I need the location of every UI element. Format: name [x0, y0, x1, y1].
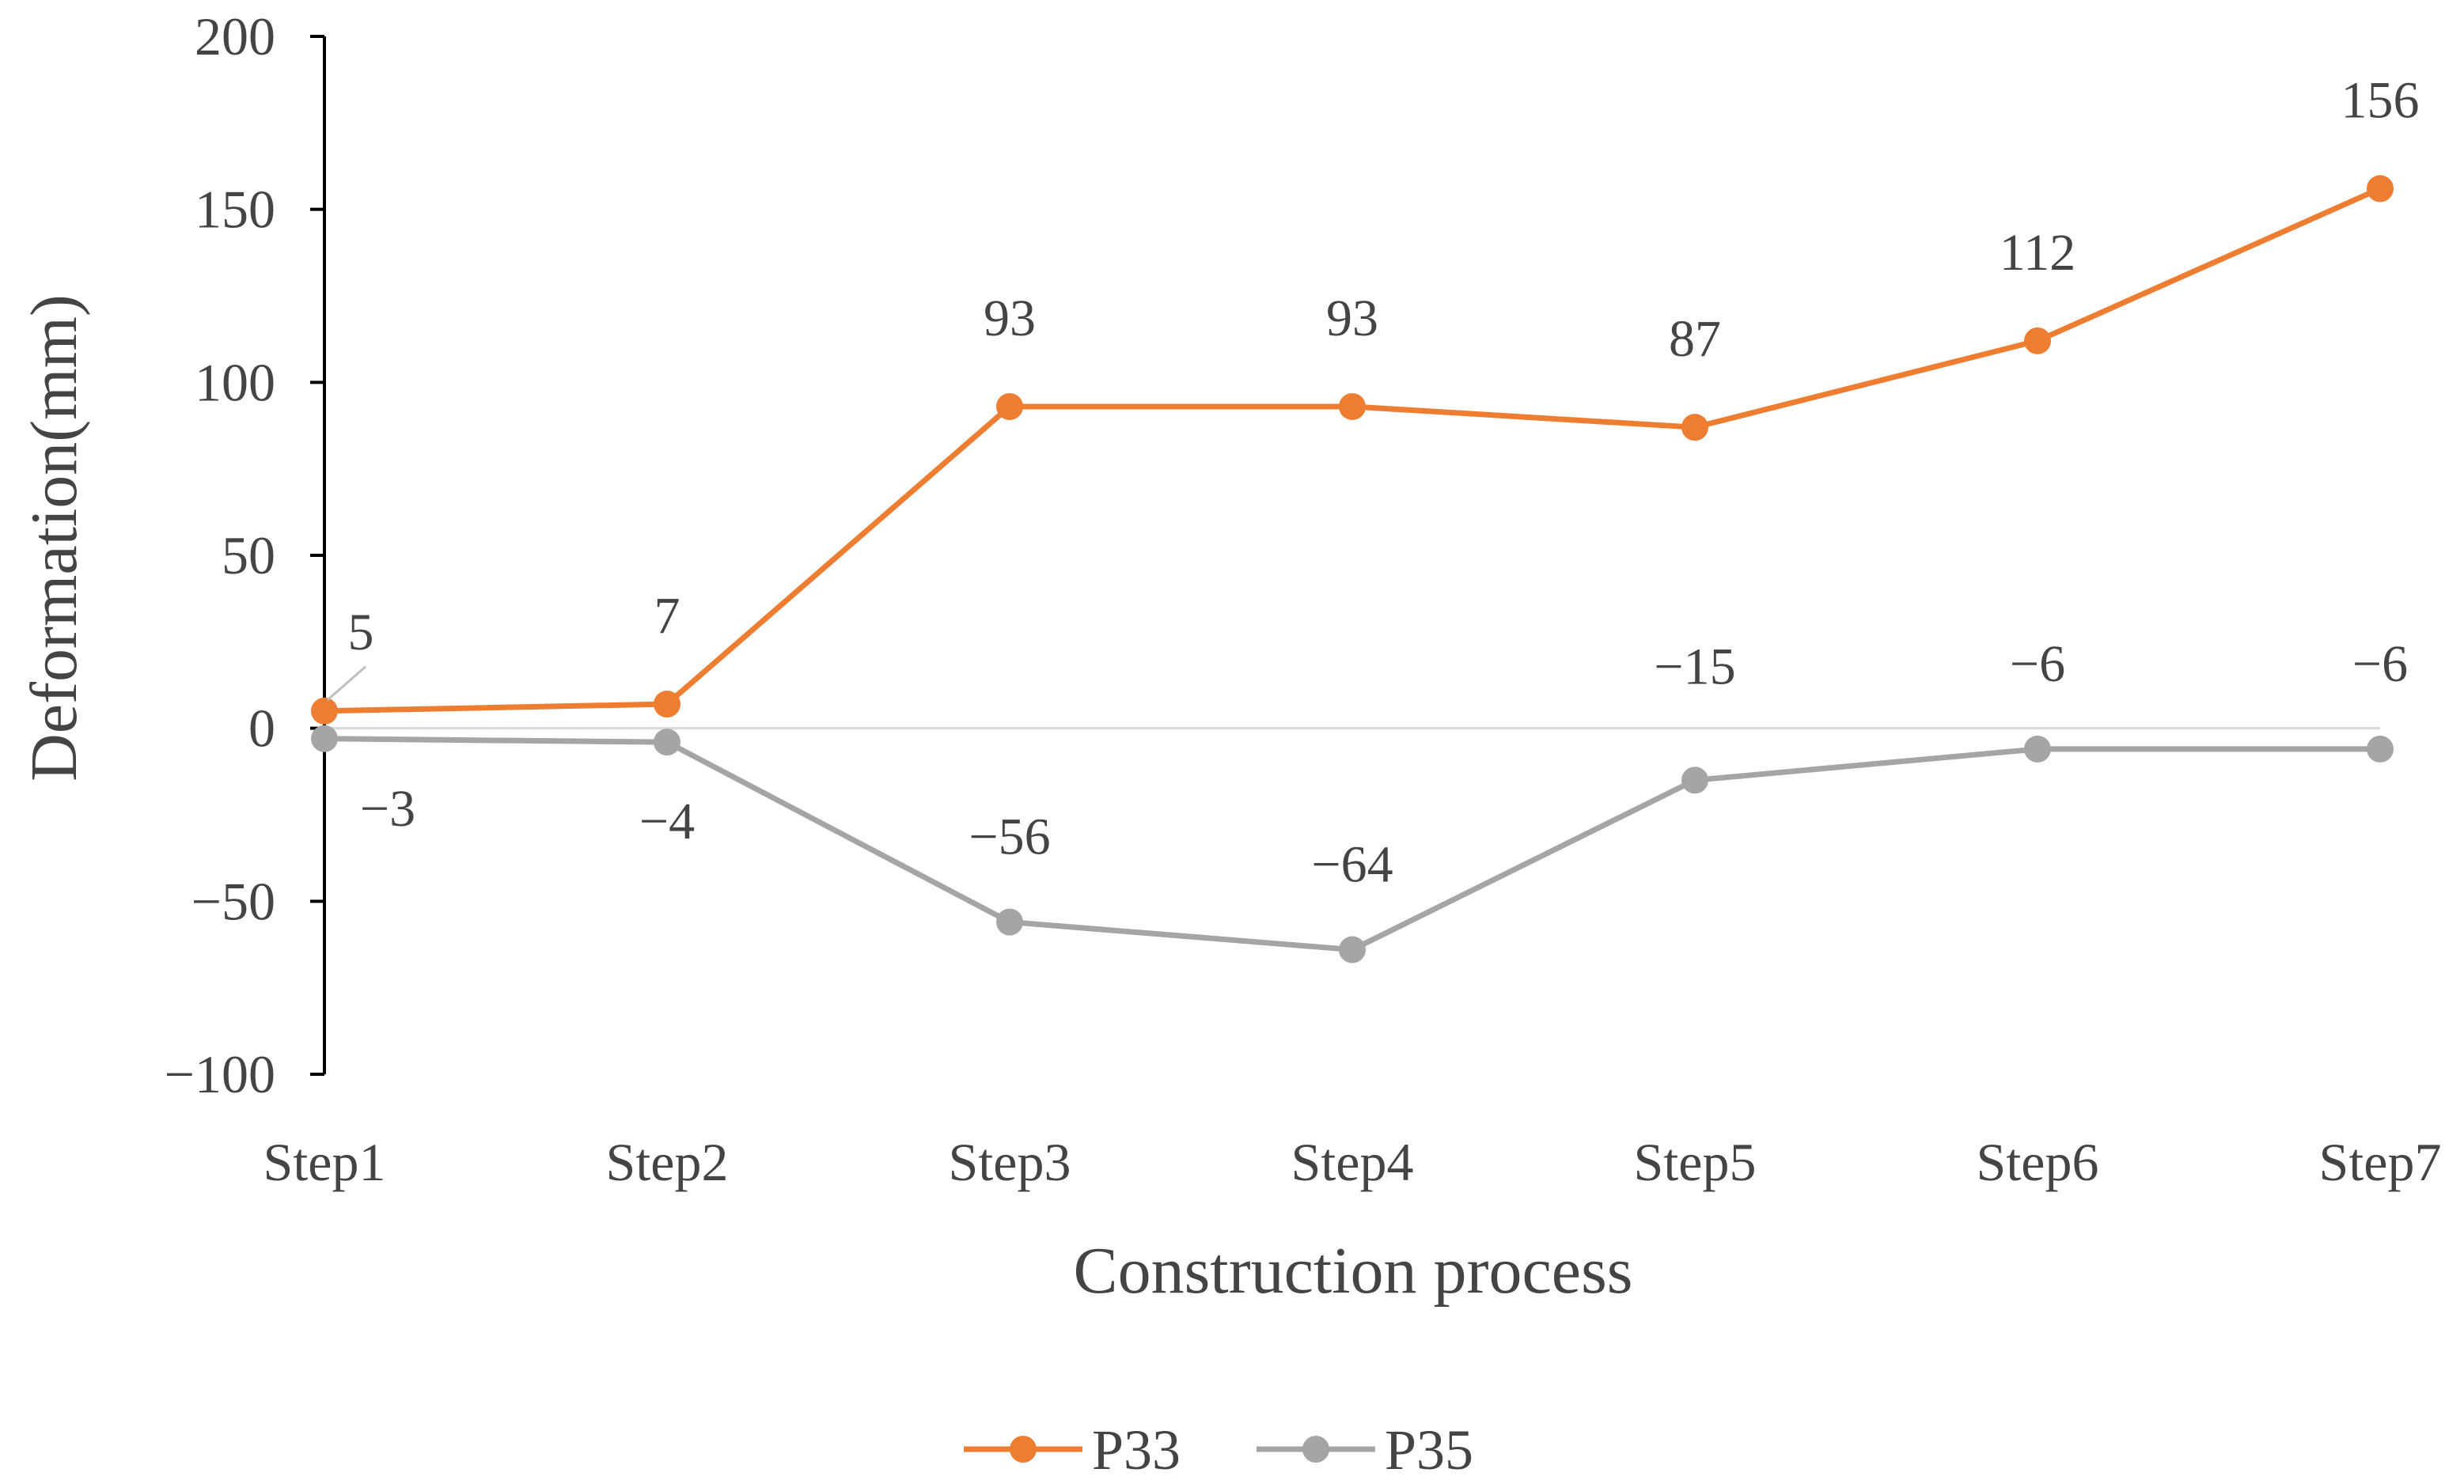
data-point-p35: [1339, 936, 1366, 963]
data-point-p35: [1681, 767, 1708, 794]
y-axis-title: Deformation(mm): [17, 294, 91, 782]
data-label-p33: 93: [1326, 290, 1378, 347]
data-point-p35: [311, 725, 338, 752]
data-label-p35: −6: [2352, 635, 2408, 693]
x-tick-labels: Step1 Step2 Step3 Step4 Step5 Step6 Step7: [263, 1132, 2442, 1192]
y-tick-label: −50: [191, 871, 275, 931]
y-tick-labels: −100 −50 0 50 100 150 200: [165, 6, 275, 1104]
series-layer: [311, 175, 2394, 963]
legend-label-p33: P33: [1092, 1418, 1181, 1482]
y-tick-label: 100: [195, 352, 275, 412]
data-point-p35: [2024, 735, 2051, 763]
data-label-p35: −4: [639, 793, 695, 850]
data-point-p33: [2367, 175, 2394, 203]
data-point-p33: [1339, 392, 1366, 420]
data-point-p33: [1681, 414, 1708, 441]
x-tick-label: Step7: [2319, 1132, 2442, 1192]
data-point-p35: [996, 908, 1023, 936]
data-label-p33: 87: [1669, 310, 1721, 368]
y-tick-label: 200: [195, 6, 275, 66]
legend-marker-p33: [1010, 1436, 1037, 1463]
data-point-p33: [996, 392, 1023, 420]
x-tick-label: Step4: [1291, 1132, 1414, 1192]
x-tick-label: Step2: [606, 1132, 729, 1192]
legend-marker-p35: [1302, 1436, 1329, 1463]
data-point-p35: [654, 729, 680, 756]
x-axis-title: Construction process: [1074, 1234, 1633, 1308]
data-label-p35: −64: [1311, 836, 1393, 894]
data-label-leader: [327, 665, 366, 701]
data-label-p35: −15: [1654, 638, 1735, 695]
y-tick-label: 150: [195, 180, 275, 240]
data-point-p33: [654, 691, 680, 718]
legend: P33 P35: [964, 1418, 1473, 1482]
y-tick-label: −100: [165, 1044, 275, 1104]
data-point-p33: [2024, 327, 2051, 354]
data-label-p33: 93: [984, 290, 1036, 347]
data-labels: 5 7 93 93 87 112 156 −3 −4 −56 −64 −15 −6 −6: [327, 71, 2420, 894]
data-label-p33: 112: [2000, 224, 2076, 282]
x-tick-label: Step1: [263, 1132, 386, 1192]
y-tick-label: 50: [222, 525, 275, 585]
x-tick-label: Step3: [949, 1132, 1071, 1192]
axes: [310, 35, 326, 1076]
y-tick-label: 0: [248, 698, 275, 759]
data-label-p33: 5: [348, 604, 374, 661]
legend-label-p35: P35: [1385, 1418, 1473, 1482]
data-point-p35: [2367, 735, 2394, 763]
data-label-p33: 156: [2341, 71, 2420, 129]
data-point-p33: [311, 697, 338, 725]
data-label-p35: −56: [969, 808, 1050, 866]
x-tick-label: Step6: [1977, 1132, 2099, 1192]
data-label-p35: −6: [2010, 635, 2065, 693]
data-label-p33: 7: [654, 587, 680, 645]
data-label-p35: −3: [360, 780, 415, 838]
x-tick-label: Step5: [1634, 1132, 1757, 1192]
